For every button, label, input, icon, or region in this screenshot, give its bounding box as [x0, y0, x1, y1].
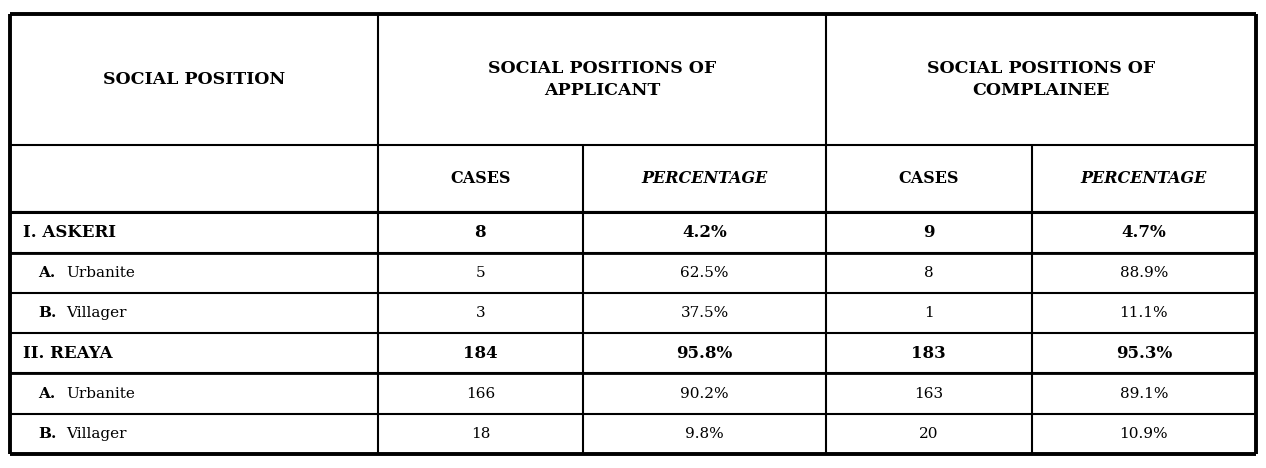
Text: 18: 18 [471, 427, 490, 441]
Text: 9.8%: 9.8% [685, 427, 724, 441]
Text: 166: 166 [466, 387, 495, 401]
Text: 20: 20 [919, 427, 938, 441]
Text: II. REAYA: II. REAYA [23, 345, 113, 362]
Text: Villager: Villager [66, 306, 127, 320]
Text: PERCENTAGE: PERCENTAGE [1081, 170, 1206, 187]
Text: B.: B. [38, 306, 57, 320]
Text: 1: 1 [924, 306, 934, 320]
Text: CASES: CASES [451, 170, 510, 187]
Text: A.: A. [38, 387, 56, 401]
Text: Villager: Villager [66, 427, 127, 441]
Text: 10.9%: 10.9% [1119, 427, 1169, 441]
Text: I. ASKERI: I. ASKERI [23, 224, 115, 241]
Text: 4.2%: 4.2% [682, 224, 727, 241]
Text: 163: 163 [914, 387, 943, 401]
Text: 62.5%: 62.5% [680, 266, 729, 280]
Text: B.: B. [38, 427, 57, 441]
Text: SOCIAL POSITIONS OF
COMPLAINEE: SOCIAL POSITIONS OF COMPLAINEE [927, 60, 1155, 99]
Text: Urbanite: Urbanite [66, 387, 134, 401]
Text: 5: 5 [476, 266, 485, 280]
Text: 90.2%: 90.2% [680, 387, 729, 401]
Text: 89.1%: 89.1% [1119, 387, 1169, 401]
Text: 95.3%: 95.3% [1115, 345, 1172, 362]
Text: SOCIAL POSITIONS OF
APPLICANT: SOCIAL POSITIONS OF APPLICANT [487, 60, 717, 99]
Text: SOCIAL POSITION: SOCIAL POSITION [103, 71, 285, 88]
Text: 95.8%: 95.8% [676, 345, 733, 362]
Text: 88.9%: 88.9% [1119, 266, 1169, 280]
Text: 9: 9 [923, 224, 934, 241]
Text: 183: 183 [912, 345, 946, 362]
Text: Urbanite: Urbanite [66, 266, 134, 280]
Text: 37.5%: 37.5% [681, 306, 729, 320]
Text: CASES: CASES [899, 170, 960, 187]
Text: PERCENTAGE: PERCENTAGE [642, 170, 767, 187]
Text: 3: 3 [476, 306, 485, 320]
Text: 184: 184 [463, 345, 498, 362]
Text: 8: 8 [475, 224, 486, 241]
Text: 11.1%: 11.1% [1119, 306, 1169, 320]
Text: A.: A. [38, 266, 56, 280]
Text: 4.7%: 4.7% [1122, 224, 1166, 241]
Text: 8: 8 [924, 266, 934, 280]
